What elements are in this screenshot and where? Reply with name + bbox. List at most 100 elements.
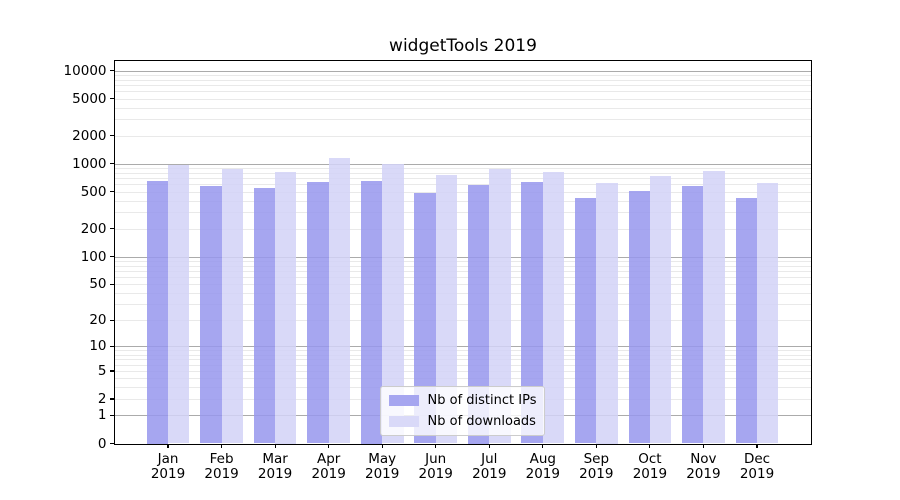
x-tick-year: 2019 bbox=[311, 465, 346, 482]
x-tick-mark-nov bbox=[702, 443, 705, 448]
x-tick-label-nov: Nov 2019 bbox=[668, 450, 738, 482]
bar-downloads-mar bbox=[275, 171, 297, 444]
x-tick-month: Feb bbox=[209, 450, 234, 467]
bar-ips-apr bbox=[307, 182, 329, 444]
y-tick-mark-1 bbox=[109, 414, 115, 417]
x-tick-label-oct: Oct 2019 bbox=[615, 450, 685, 482]
y-tick-mark-20 bbox=[109, 319, 115, 321]
y-tick-mark-5 bbox=[109, 370, 115, 372]
gridline-minor bbox=[114, 135, 811, 137]
x-tick-mark-feb bbox=[220, 443, 223, 448]
x-tick-mark-mar bbox=[274, 443, 276, 448]
x-tick-label-sep: Sep 2019 bbox=[561, 450, 631, 482]
gridline-minor bbox=[114, 364, 811, 366]
y-tick-label-1000: 1000 bbox=[72, 155, 107, 172]
x-tick-year: 2019 bbox=[257, 465, 293, 482]
legend-item: Nb of distinct IPs bbox=[388, 393, 536, 408]
y-tick-label-10: 10 bbox=[89, 338, 107, 355]
bar-ips-jan bbox=[146, 180, 168, 444]
x-tick-label-may: May 2019 bbox=[347, 450, 417, 482]
x-tick-label-dec: Dec 2019 bbox=[722, 450, 792, 482]
bar-ips-oct bbox=[628, 191, 650, 444]
x-tick-mark-apr bbox=[328, 443, 330, 448]
x-tick-month: Oct bbox=[638, 450, 662, 467]
x-tick-month: Nov bbox=[690, 450, 717, 467]
bar-ips-aug bbox=[521, 182, 543, 444]
gridline-minor bbox=[114, 320, 811, 322]
x-tick-label-aug: Aug 2019 bbox=[508, 450, 578, 482]
x-tick-month: Apr bbox=[317, 450, 341, 467]
x-tick-label-apr: Apr 2019 bbox=[294, 450, 364, 482]
bar-ips-sep bbox=[574, 197, 597, 444]
gridline-minor bbox=[114, 107, 811, 109]
gridline-minor bbox=[114, 74, 811, 76]
bar-downloads-feb bbox=[221, 169, 243, 444]
bar-ips-may bbox=[360, 180, 383, 444]
gridline-minor bbox=[114, 172, 811, 174]
bar-downloads-oct bbox=[649, 176, 672, 444]
y-tick-label-50: 50 bbox=[89, 276, 107, 293]
x-tick-mark-aug bbox=[542, 443, 544, 448]
y-tick-label-100: 100 bbox=[80, 248, 107, 265]
x-tick-month: Mar bbox=[262, 450, 288, 467]
gridline-minor bbox=[114, 354, 811, 356]
gridline-minor bbox=[114, 184, 811, 186]
bar-downloads-nov bbox=[703, 170, 725, 444]
x-tick-month: Jan bbox=[157, 450, 179, 467]
gridline-minor bbox=[114, 200, 811, 202]
x-tick-year: 2019 bbox=[150, 465, 186, 482]
gridline-minor bbox=[114, 178, 811, 180]
x-tick-year: 2019 bbox=[365, 465, 400, 482]
gridline-major bbox=[114, 256, 811, 258]
gridline-minor bbox=[114, 212, 811, 214]
x-tick-year: 2019 bbox=[525, 465, 560, 482]
y-tick-mark-2 bbox=[109, 398, 115, 400]
x-tick-mark-may bbox=[381, 443, 383, 448]
x-tick-label-feb: Feb 2019 bbox=[187, 450, 257, 482]
gridline-minor bbox=[114, 98, 811, 100]
bar-ips-mar bbox=[253, 187, 276, 444]
bar-downloads-dec bbox=[757, 183, 779, 444]
x-tick-label-jan: Jan 2019 bbox=[133, 450, 203, 482]
y-tick-label-200: 200 bbox=[80, 220, 107, 237]
gridline-major bbox=[114, 163, 811, 165]
gridline-minor bbox=[114, 359, 811, 361]
y-tick-label-20: 20 bbox=[89, 312, 107, 329]
gridline-minor bbox=[114, 284, 811, 286]
gridline-minor bbox=[114, 265, 811, 267]
gridline-minor bbox=[114, 350, 811, 352]
x-tick-year: 2019 bbox=[739, 465, 775, 482]
gridline-major bbox=[114, 70, 811, 72]
gridline-minor bbox=[114, 370, 811, 372]
x-tick-month: Jul bbox=[481, 450, 498, 467]
chart-title: widgetTools 2019 bbox=[389, 36, 537, 56]
gridline-minor bbox=[114, 228, 811, 230]
x-tick-month: May bbox=[368, 450, 397, 467]
x-tick-label-jul: Jul 2019 bbox=[454, 450, 524, 482]
gridline-minor bbox=[114, 119, 811, 121]
x-tick-year: 2019 bbox=[632, 465, 668, 482]
x-tick-month: Sep bbox=[583, 450, 610, 467]
x-tick-month: Dec bbox=[743, 450, 771, 467]
legend-swatch-icon bbox=[388, 415, 419, 427]
gridline-minor bbox=[114, 168, 811, 169]
y-tick-mark-200 bbox=[109, 228, 115, 230]
x-tick-year: 2019 bbox=[418, 465, 453, 482]
gridline-minor bbox=[114, 260, 811, 262]
x-tick-mark-dec bbox=[756, 443, 758, 448]
legend-label: Nb of downloads bbox=[427, 413, 536, 429]
x-tick-mark-oct bbox=[649, 443, 651, 448]
bar-downloads-apr bbox=[328, 158, 351, 444]
bar-ips-jun bbox=[414, 193, 436, 444]
gridline-minor bbox=[114, 79, 811, 81]
y-tick-mark-10000 bbox=[109, 69, 115, 72]
x-tick-mark-jan bbox=[167, 443, 169, 448]
x-tick-mark-jul bbox=[488, 443, 490, 448]
gridline-major bbox=[114, 346, 811, 348]
x-tick-year: 2019 bbox=[204, 465, 239, 482]
gridline-minor bbox=[114, 91, 811, 93]
y-tick-label-1: 1 bbox=[97, 407, 107, 424]
bar-downloads-may bbox=[382, 163, 404, 444]
x-tick-month: Aug bbox=[529, 450, 556, 467]
x-tick-label-mar: Mar 2019 bbox=[240, 450, 310, 482]
